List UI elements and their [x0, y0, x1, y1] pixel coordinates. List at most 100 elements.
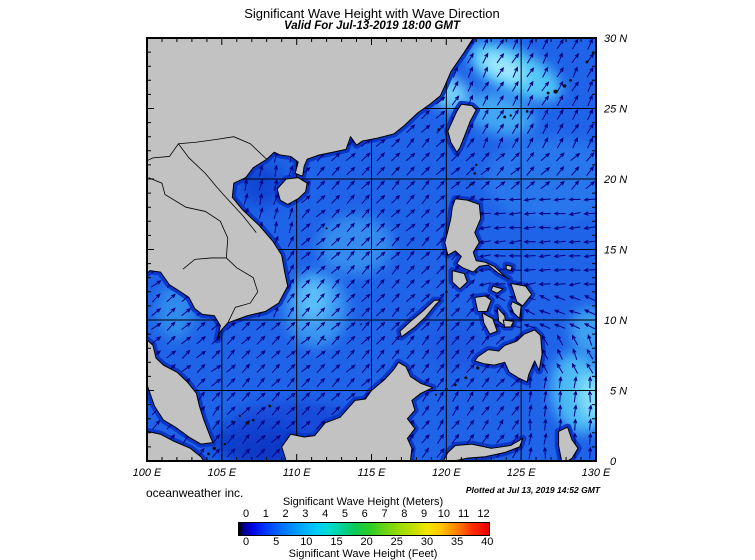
feet-tick-label: 15 [330, 536, 343, 548]
meter-tick-label: 7 [381, 508, 388, 520]
islet [509, 114, 512, 117]
meter-tick-label: 8 [401, 508, 408, 520]
islet [476, 366, 480, 370]
land-catanduanes [506, 265, 512, 271]
feet-tick-label: 10 [300, 536, 313, 548]
land-asia-mainland [147, 38, 473, 340]
land-taiwan [448, 104, 476, 152]
meter-tick-label: 9 [421, 508, 428, 520]
land-layer [147, 38, 595, 461]
lon-tick-label: 115 E [358, 467, 387, 479]
wave-height-patch-philsea-south-core [577, 373, 596, 422]
wave-height-patch-sulu-dark [426, 325, 484, 368]
land-sumatra [147, 431, 204, 461]
land-negros [482, 313, 497, 334]
colorbar-title-feet: Significant Wave Height (Feet) [288, 548, 438, 560]
feet-tick-label: 25 [390, 536, 403, 548]
chart-subtitle: Valid For Jul-13-2019 18:00 GMT [284, 20, 460, 32]
islet [325, 227, 328, 230]
lon-tick-label: 120 E [432, 467, 461, 479]
credit-text: oceanweather inc. [146, 486, 244, 500]
meter-tick-label: 0 [242, 508, 250, 520]
lon-tick-label: 105 E [207, 467, 236, 479]
land-leyte [511, 302, 521, 319]
land-palawan [400, 300, 440, 337]
colorbar-gradient [238, 522, 490, 536]
lon-tick-label: 130 E [582, 467, 611, 479]
islet [475, 163, 478, 167]
land-mindanao [475, 330, 542, 382]
islet [212, 446, 217, 451]
meter-tick-label: 10 [437, 508, 451, 520]
islet [569, 79, 572, 82]
axis-ticks [147, 38, 596, 461]
axis-labels: 100 E 105 E 110 E 115 E 120 E 125 E 130 E 30 N 2… [133, 33, 628, 479]
lat-tick-label: 20 N [603, 174, 627, 186]
islet [231, 420, 234, 423]
wave-height-patch-scs-vietnam-core [296, 279, 330, 322]
islet [444, 290, 448, 294]
lat-tick-label: 30 N [604, 33, 627, 45]
islet [562, 84, 567, 88]
lon-tick-label: 100 E [133, 467, 162, 479]
lat-tick-label: 10 N [604, 315, 627, 327]
islet [444, 387, 448, 391]
chart-title: Significant Wave Height with Wave Direct… [244, 6, 500, 21]
islet [464, 376, 468, 380]
wave-height-patch-scs-mid [317, 215, 393, 275]
islet [585, 60, 589, 64]
land-luzon [445, 199, 509, 279]
islet [360, 323, 362, 326]
islet [553, 89, 558, 94]
islet [245, 421, 250, 425]
colorbar-title-meters: Significant Wave Height (Meters) [282, 496, 444, 508]
land-borneo [282, 362, 433, 461]
map-root [146, 37, 597, 462]
land-bohol [503, 320, 513, 327]
country-border [178, 144, 256, 233]
land-mindoro [452, 271, 467, 289]
land-sulawesi [443, 438, 522, 461]
meter-tick-label: 11 [457, 508, 470, 520]
meter-tick-label: 12 [477, 508, 490, 520]
islet [223, 442, 227, 446]
country-border [148, 178, 227, 258]
land-samar [511, 283, 532, 306]
meter-tick-label: 4 [322, 508, 329, 520]
country-border [226, 258, 257, 323]
meter-tick-label: 1 [262, 508, 269, 520]
frame-layer [146, 37, 597, 462]
feet-tick-label: 5 [273, 536, 280, 548]
islet [503, 115, 507, 119]
islet [453, 383, 457, 387]
lat-tick-label: 15 N [604, 245, 627, 257]
meter-tick-label: 6 [361, 508, 368, 520]
country-border [147, 137, 267, 161]
islet [238, 414, 241, 418]
land-halmahera [559, 427, 578, 461]
land-malay-peninsula [147, 340, 213, 444]
islet [591, 52, 595, 55]
country-border [183, 258, 226, 269]
islet [251, 418, 255, 422]
feet-tick-label: 40 [481, 536, 494, 548]
lat-tick-label: 5 N [610, 386, 627, 398]
islet [437, 128, 441, 132]
islet [395, 168, 398, 171]
islet [469, 183, 472, 186]
feet-tick-label: 0 [242, 536, 250, 548]
lat-tick-label: 25 N [603, 104, 627, 116]
meter-tick-label: 3 [302, 508, 309, 520]
meter-tick-label: 5 [341, 508, 348, 520]
islet [434, 393, 438, 396]
meter-tick-label: 2 [282, 508, 289, 520]
islet [546, 91, 550, 95]
lon-tick-label: 125 E [507, 467, 536, 479]
colorbar-ticks-feet: 0 5 10 15 20 25 30 35 40 [238, 536, 494, 549]
islet [324, 338, 327, 341]
islet [473, 172, 477, 175]
feet-tick-label: 20 [360, 536, 373, 548]
lat-tick-label: 0 [610, 456, 617, 468]
